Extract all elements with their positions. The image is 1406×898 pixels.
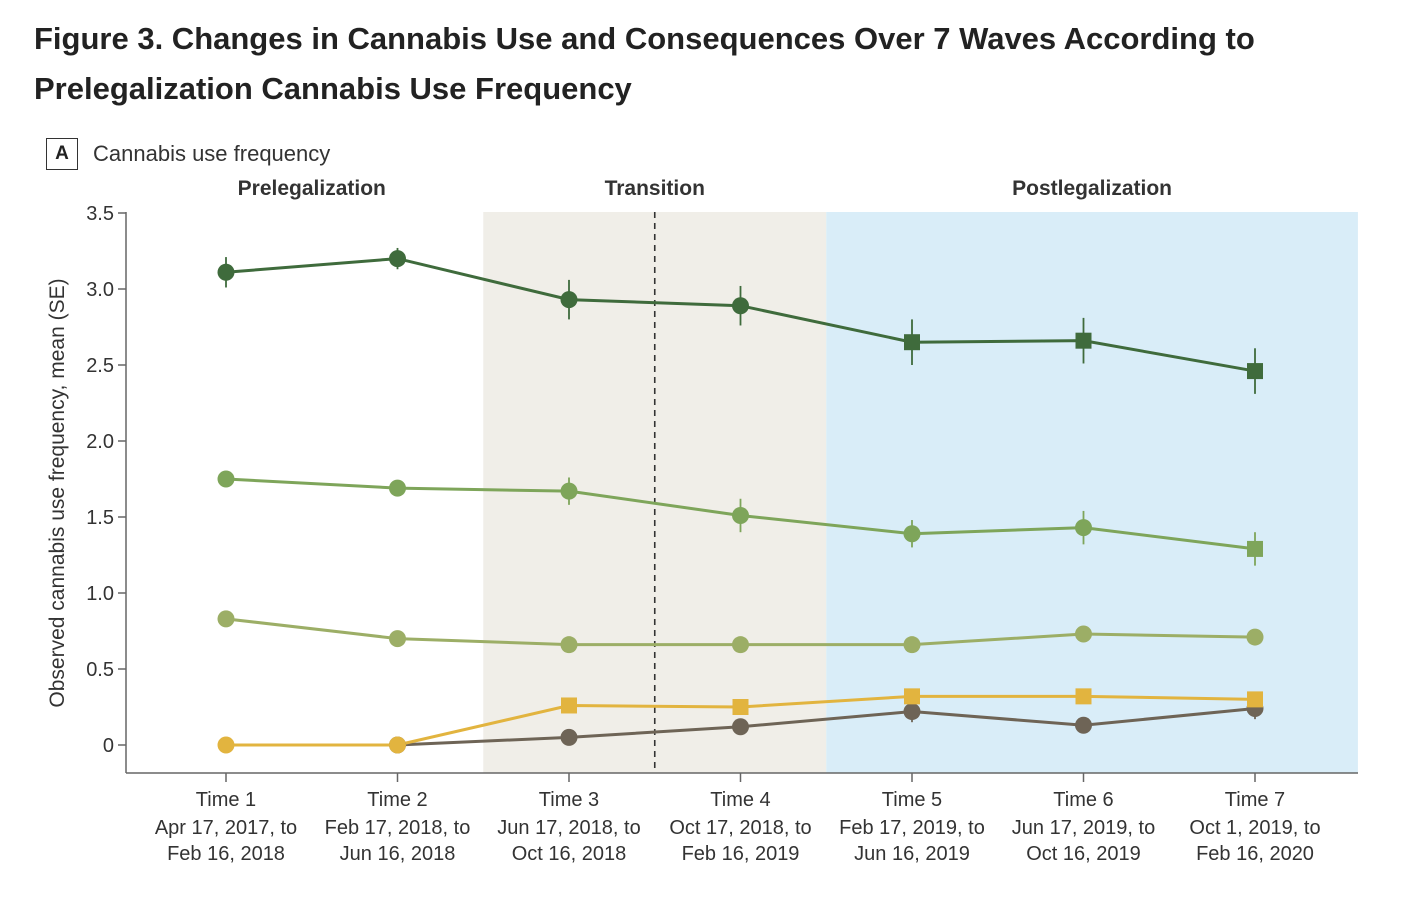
x-tick-label-2-end: Jun 16, 2018 (340, 843, 456, 865)
x-tick-label-2-start: Feb 17, 2018, to (325, 817, 471, 839)
series-1-point-2 (389, 250, 406, 268)
y-axis-label: Observed cannabis use frequency, mean (S… (46, 278, 69, 707)
series-4-point-6 (1075, 716, 1092, 734)
series-4-point-4 (732, 718, 749, 736)
x-tick-label-1-start: Apr 17, 2017, to (155, 817, 297, 839)
series-2-point-5 (903, 525, 921, 543)
x-tick-label-4-end: Feb 16, 2019 (682, 843, 800, 865)
x-tick-label-1-end: Feb 16, 2018 (167, 843, 285, 865)
series-2-point-1 (217, 470, 235, 488)
series-5-point-2 (389, 736, 406, 754)
y-tick-label-6: 2.5 (86, 355, 114, 377)
series-1-point-1 (217, 263, 235, 281)
series-3-point-5 (903, 636, 921, 654)
x-tick-label-3-start: Jun 17, 2018, to (497, 817, 640, 839)
x-tick-label-4-time: Time 4 (710, 789, 770, 811)
series-2-point-4 (732, 506, 749, 524)
series-3-point-4 (732, 636, 749, 654)
series-1-point-3 (560, 291, 578, 309)
x-tick-label-7-time: Time 7 (1225, 789, 1285, 811)
series-2-point-6 (1075, 519, 1092, 537)
series-4-point-3 (560, 728, 578, 746)
period-band-1 (140, 212, 484, 773)
series-5-point-1 (217, 736, 235, 754)
panel-title: Cannabis use frequency (93, 141, 331, 166)
series-2-point-3 (560, 482, 578, 500)
y-tick-label-2: 0.5 (86, 659, 114, 681)
x-tick-label-7-end: Feb 16, 2020 (1196, 843, 1314, 865)
series-5-point-4 (732, 699, 749, 715)
y-tick-label-1: 0 (103, 735, 114, 757)
series-3-point-6 (1075, 625, 1092, 643)
series-1-point-6 (1075, 332, 1092, 349)
figure-title: Figure 3. Changes in Cannabis Use and Co… (34, 21, 1255, 106)
x-tick-label-5-start: Feb 17, 2019, to (839, 817, 985, 839)
y-tick-label-3: 1.0 (86, 583, 114, 605)
series-2-point-7 (1247, 540, 1263, 557)
y-tick-label-8: 3.5 (86, 203, 114, 225)
series-5-point-3 (561, 697, 577, 714)
panel-label: A Cannabis use frequency (46, 138, 330, 170)
series-1-point-4 (732, 297, 749, 315)
x-tick-label-7-start: Oct 1, 2019, to (1189, 817, 1320, 839)
series-4-line (397, 707, 1256, 747)
series-5-point-7 (1247, 691, 1263, 708)
x-tick-label-1-time: Time 1 (196, 789, 256, 811)
x-tick-label-4-start: Oct 17, 2018, to (669, 817, 811, 839)
y-tick-label-5: 2.0 (86, 431, 114, 453)
x-tick-label-3-end: Oct 16, 2018 (512, 843, 627, 865)
panel-letter: A (46, 138, 78, 170)
x-tick-label-5-time: Time 5 (882, 789, 942, 811)
series-1-point-7 (1247, 363, 1263, 380)
y-tick-label-4: 1.5 (86, 507, 114, 529)
x-tick-label-6-start: Jun 17, 2019, to (1012, 817, 1155, 839)
x-tick-label-5-end: Jun 16, 2019 (854, 843, 970, 865)
y-tick-label-7: 3.0 (86, 279, 114, 301)
series-5-point-6 (1075, 688, 1092, 705)
series-4-point-5 (903, 703, 921, 721)
period-label-3: Postlegalization (1012, 177, 1172, 200)
series-3-point-7 (1246, 628, 1264, 646)
x-tick-label-6-end: Oct 16, 2019 (1026, 843, 1141, 865)
period-label-1: Prelegalization (238, 177, 386, 200)
series-2-point-2 (389, 479, 406, 497)
x-tick-label-2-time: Time 2 (367, 789, 427, 811)
series-1-point-5 (904, 334, 920, 351)
series-3-point-2 (389, 630, 406, 648)
x-tick-label-6-time: Time 6 (1053, 789, 1113, 811)
series-3-point-1 (217, 610, 235, 628)
period-label-2: Transition (605, 177, 705, 200)
series-3-point-3 (560, 636, 578, 654)
series-5-point-5 (904, 688, 920, 705)
x-tick-label-3-time: Time 3 (539, 789, 599, 811)
period-band-3 (826, 212, 1358, 773)
